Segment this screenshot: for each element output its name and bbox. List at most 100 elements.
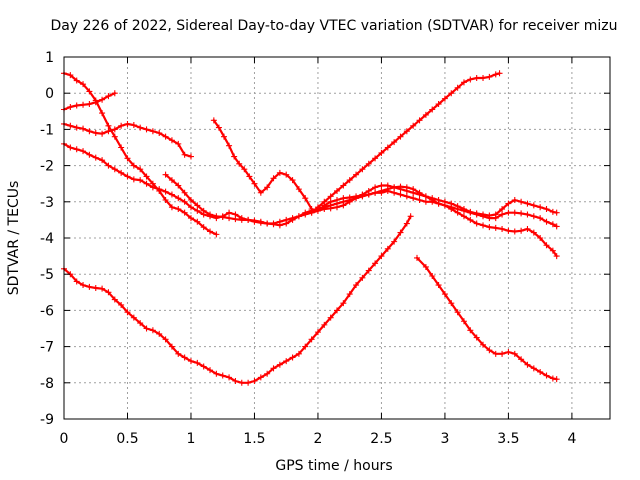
data-point — [346, 291, 353, 298]
data-point — [276, 361, 283, 368]
data-point — [384, 245, 391, 252]
data-point — [168, 204, 175, 211]
data-point — [194, 207, 201, 214]
data-point — [168, 137, 175, 144]
data-point — [346, 194, 353, 201]
data-point — [80, 101, 87, 108]
y-tick-label: 0 — [45, 86, 54, 102]
data-point — [245, 216, 252, 223]
series-I — [413, 254, 560, 383]
data-point — [143, 325, 150, 332]
x-tick-label: 3 — [440, 431, 449, 447]
data-point — [372, 184, 379, 191]
data-point — [314, 204, 321, 211]
y-tick-label: -6 — [40, 303, 54, 319]
data-point — [460, 318, 467, 325]
series-line — [212, 119, 558, 258]
data-point — [270, 220, 277, 227]
data-point — [156, 130, 163, 137]
data-point — [226, 215, 233, 222]
data-point — [448, 300, 455, 307]
data-point — [403, 128, 410, 135]
data-point — [289, 215, 296, 222]
data-point — [162, 171, 169, 178]
data-point — [99, 130, 106, 137]
x-tick-label: 2 — [313, 431, 322, 447]
data-point — [264, 220, 271, 227]
data-point — [187, 153, 194, 160]
data-point — [175, 140, 182, 147]
data-point — [213, 213, 220, 220]
data-point — [105, 289, 112, 296]
data-point — [518, 356, 525, 363]
data-point — [219, 214, 226, 221]
data-point — [397, 191, 404, 198]
data-point — [403, 184, 410, 191]
data-point — [86, 151, 93, 158]
data-point — [530, 202, 537, 209]
data-point — [530, 229, 537, 236]
data-point — [175, 182, 182, 189]
data-point — [162, 133, 169, 140]
data-point — [295, 350, 302, 357]
data-point — [553, 223, 560, 230]
data-point — [67, 122, 74, 129]
data-point — [391, 238, 398, 245]
series-A — [61, 70, 220, 238]
data-point — [137, 124, 144, 131]
data-point — [181, 198, 188, 205]
data-point — [295, 213, 302, 220]
data-point — [435, 101, 442, 108]
x-tick-label: 0 — [60, 431, 69, 447]
data-point — [276, 169, 283, 176]
data-point — [143, 173, 150, 180]
chart-title: Day 226 of 2022, Sidereal Day-to-day VTE… — [51, 18, 618, 34]
data-point — [511, 350, 518, 357]
series-F — [210, 117, 560, 260]
data-point — [231, 153, 238, 160]
data-point — [486, 347, 493, 354]
data-point — [505, 209, 512, 216]
data-point — [397, 229, 404, 236]
data-point — [429, 196, 436, 203]
data-point — [492, 224, 499, 231]
data-point — [92, 154, 99, 161]
data-point — [156, 186, 163, 193]
data-point — [543, 242, 550, 249]
data-point — [353, 193, 360, 200]
data-point — [467, 208, 474, 215]
data-point — [327, 193, 334, 200]
data-point — [270, 175, 277, 182]
data-point — [327, 205, 334, 212]
data-point — [365, 160, 372, 167]
data-point — [187, 215, 194, 222]
data-point — [251, 218, 258, 225]
data-point — [549, 208, 556, 215]
data-point — [162, 196, 169, 203]
data-point — [226, 142, 233, 149]
y-tick-label: -5 — [40, 267, 54, 283]
data-point — [111, 126, 118, 133]
data-point — [480, 341, 487, 348]
data-point — [181, 189, 188, 196]
data-point — [149, 184, 156, 191]
data-point — [435, 282, 442, 289]
y-tick-label: -2 — [40, 159, 54, 175]
data-point — [511, 209, 518, 216]
data-point — [118, 144, 125, 151]
data-point — [524, 361, 531, 368]
data-point — [289, 177, 296, 184]
data-point — [181, 151, 188, 158]
data-point — [251, 180, 258, 187]
data-point — [518, 210, 525, 217]
y-axis-title: SDTVAR / TECUs — [6, 181, 22, 296]
data-point — [486, 212, 493, 219]
data-point — [334, 196, 340, 203]
data-point — [92, 99, 99, 106]
data-point — [454, 84, 461, 91]
data-point — [130, 162, 137, 169]
y-tick-label: -1 — [40, 122, 54, 138]
data-point — [302, 195, 309, 202]
data-point — [372, 155, 379, 162]
